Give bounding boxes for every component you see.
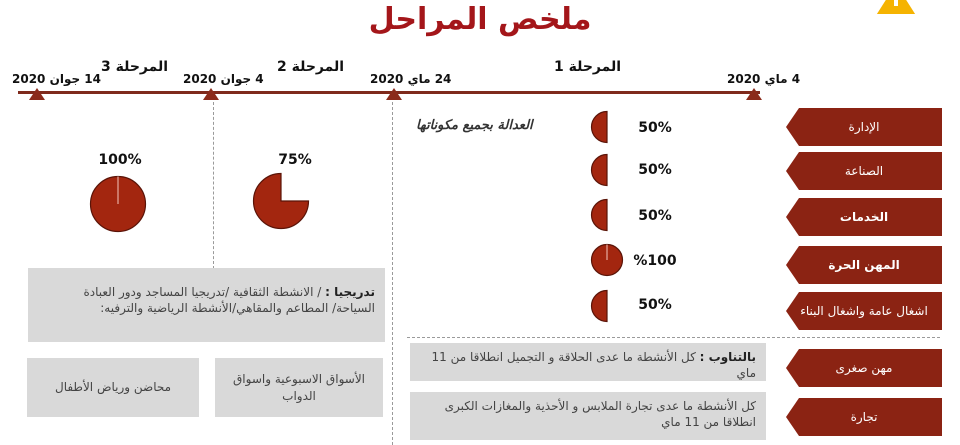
justice-label: العدالة بجميع مكوناتها bbox=[416, 118, 533, 133]
sector-pie bbox=[590, 198, 608, 232]
timeline-marker bbox=[386, 88, 402, 100]
sector-percent: 50% bbox=[638, 120, 672, 136]
sector-percent: 50% bbox=[638, 162, 672, 178]
sector-tab-industry: الصناعة bbox=[786, 152, 942, 190]
phase-label: المرحلة 3 bbox=[101, 59, 169, 75]
trade-note-text: كل الأنشطة ما عدى الحلاقة و التجميل انطل… bbox=[431, 350, 757, 381]
phase3-pie bbox=[89, 175, 147, 233]
timeline-marker bbox=[203, 88, 219, 100]
phase2-percent: 75% bbox=[278, 152, 312, 168]
gradual-activities-box: تدريجيا : / الانشطة الثقافية /تدريجيا ال… bbox=[28, 268, 385, 342]
sector-pie bbox=[590, 153, 608, 187]
timeline-marker bbox=[746, 88, 762, 100]
sector-percent: %100 bbox=[633, 253, 677, 269]
trade-note-text: كل الأنشطة ما عدى تجارة الملابس و الأحذي… bbox=[444, 399, 756, 430]
sector-tab-small-trades: مهن صغرى bbox=[786, 349, 942, 387]
sector-pie bbox=[590, 289, 608, 323]
sector-tab-public-works: اشغال عامة واشغال البناء bbox=[786, 292, 942, 330]
date-label: 14 جوان 2020 bbox=[12, 72, 101, 86]
divider bbox=[392, 102, 393, 445]
sector-percent: 50% bbox=[638, 297, 672, 313]
trade-note: بالتناوب : كل الأنشطة ما عدى الحلاقة و ا… bbox=[410, 343, 766, 381]
warning-icon bbox=[866, 0, 926, 14]
sector-pie bbox=[590, 110, 608, 144]
date-label: 4 ماي 2020 bbox=[727, 72, 801, 86]
sector-tab-commerce: تجارة bbox=[786, 398, 942, 436]
markets-box: الأسواق الاسبوعية واسواق الدواب bbox=[215, 358, 383, 417]
phase3-percent: 100% bbox=[98, 152, 142, 168]
date-label: 24 ماي 2020 bbox=[370, 72, 452, 86]
timeline-marker bbox=[29, 88, 45, 100]
sector-tab-administration: الإدارة bbox=[786, 108, 942, 146]
phase-label: المرحلة 1 bbox=[554, 59, 622, 75]
sector-percent: 50% bbox=[638, 208, 672, 224]
sector-pie bbox=[590, 243, 624, 277]
trade-note-bold: بالتناوب : bbox=[699, 350, 756, 364]
gradual-bold: تدريجيا : bbox=[325, 285, 375, 299]
gradual-text: / الانشطة الثقافية /تدريجيا المساجد ودور… bbox=[83, 285, 375, 316]
phase2-pie bbox=[252, 172, 310, 230]
date-label: 4 جوان 2020 bbox=[183, 72, 264, 86]
phase-label: المرحلة 2 bbox=[277, 59, 345, 75]
divider bbox=[407, 337, 940, 338]
divider bbox=[213, 102, 214, 274]
nurseries-box: محاضن ورياض الأطفال bbox=[27, 358, 199, 417]
sector-tab-services: الخدمات bbox=[786, 198, 942, 236]
page-title: ملخص المراحل bbox=[368, 2, 592, 37]
sector-tab-liberal-professions: المهن الحرة bbox=[786, 246, 942, 284]
trade-note: كل الأنشطة ما عدى تجارة الملابس و الأحذي… bbox=[410, 392, 766, 440]
